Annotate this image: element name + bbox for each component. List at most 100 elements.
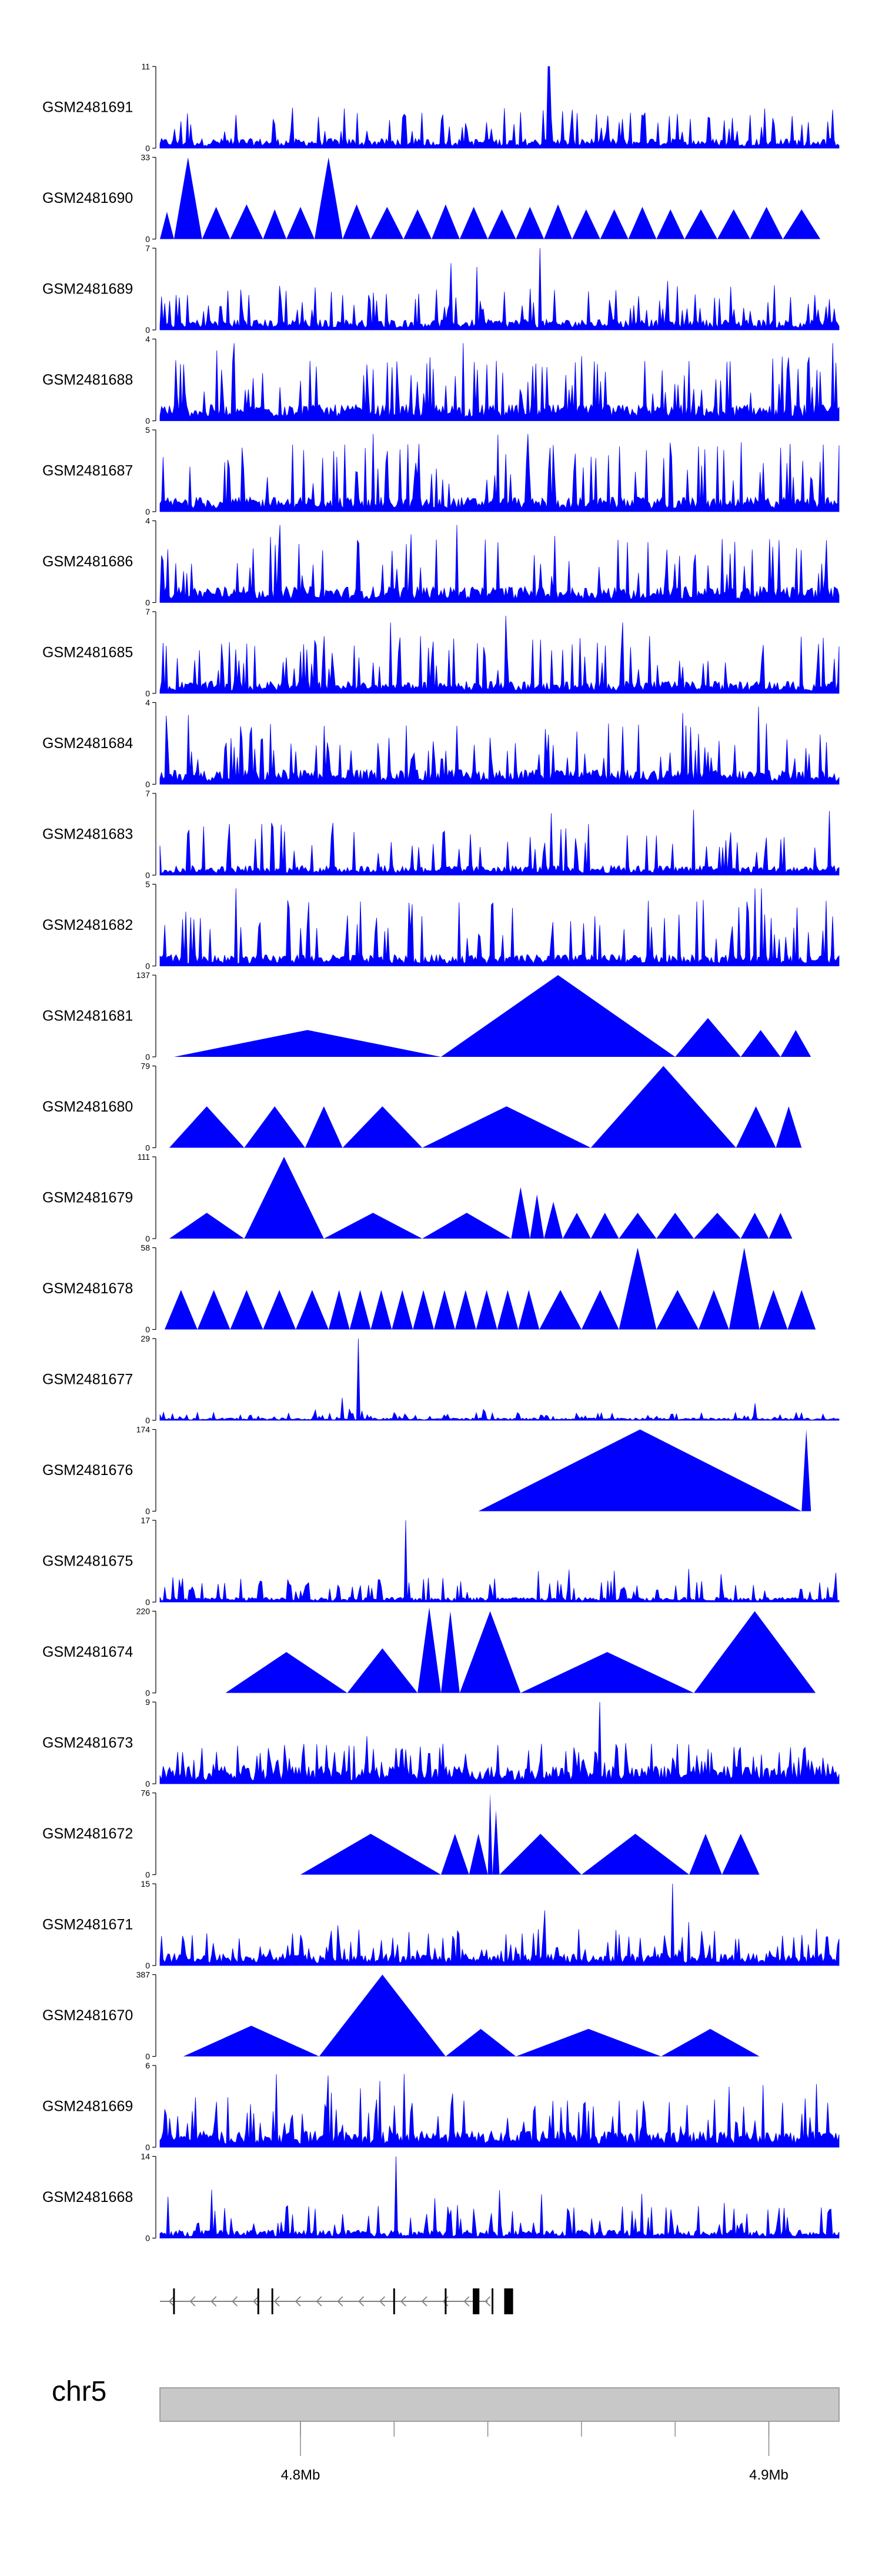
coverage-peak [518,1290,540,1330]
coverage-area [159,615,840,694]
coverage-peak [787,1290,816,1330]
track-GSM2481681: GSM2481681 137 0 [42,970,811,1062]
coverage-peak [628,206,657,239]
y-axis-zero-label: 0 [145,1143,150,1153]
track-GSM2481679: GSM2481679 111 0 [42,1152,793,1243]
gene-exon [492,2288,494,2314]
track-GSM2481682: GSM2481682 5 0 [42,880,840,971]
chromosome-band [159,2387,840,2422]
coverage-peak [300,1834,441,1875]
y-axis-max-label: 4 [145,698,150,708]
coverage-peak [783,209,821,239]
track-GSM2481685: GSM2481685 7 0 [42,607,840,698]
coverage-area [159,888,840,966]
y-axis-max-label: 137 [136,970,151,980]
y-axis-max-label: 11 [141,62,150,71]
y-axis-zero-label: 0 [145,1870,150,1880]
track-label: GSM2481688 [42,372,133,388]
y-axis-max-label: 9 [145,1697,150,1707]
gene-exon-wide [504,2288,513,2314]
y-axis-zero-label: 0 [145,507,150,516]
coverage-peak [413,1290,434,1330]
track-label: GSM2481691 [42,99,133,116]
coverage-peak [619,1213,657,1239]
coverage-peak [225,1652,348,1693]
coverage-area [159,525,840,603]
coverage-peak [319,1974,446,2057]
strand-arrow [295,2296,301,2307]
coverage-peak [689,1834,722,1875]
track-GSM2481670: GSM2481670 387 0 [42,1970,760,2061]
coverage-peak [729,1247,760,1330]
coverage-peak [499,1834,582,1875]
y-axis-max-label: 76 [141,1788,150,1798]
y-axis-zero-label: 0 [145,416,150,426]
coverage-peak [349,1290,371,1330]
coverage-peak [244,1106,305,1148]
strand-arrow [421,2296,427,2307]
coverage-peak [656,1290,699,1330]
y-axis-max-label: 387 [136,1970,151,1980]
track-label: GSM2481685 [42,645,133,661]
track-label: GSM2481678 [42,1280,133,1297]
coverage-peak [197,1290,230,1330]
y-axis-zero-label: 0 [145,2234,150,2243]
coverage-peak [530,1194,544,1239]
y-axis-max-label: 220 [136,1607,151,1616]
coverage-peak [440,1834,469,1875]
gene-exon [445,2288,447,2314]
strand-arrow [316,2296,322,2307]
track-GSM2481686: GSM2481686 4 0 [42,516,840,608]
coverage-peak [459,1611,521,1693]
track-GSM2481671: GSM2481671 15 0 [42,1879,840,1970]
y-axis-zero-label: 0 [145,870,150,880]
y-axis-zero-label: 0 [145,1689,150,1698]
coverage-peak [581,1290,619,1330]
y-axis-zero-label: 0 [145,780,150,789]
coverage-tracks: GSM2481691110GSM2481690330GSM248168970GS… [42,62,840,2243]
coverage-area [159,248,840,331]
y-axis-max-label: 33 [141,153,150,162]
track-label: GSM2481684 [42,735,133,752]
track-label: GSM2481669 [42,2098,133,2115]
coverage-area [159,1883,840,1966]
coverage-peak [296,1290,329,1330]
y-axis-max-label: 15 [141,1879,150,1888]
y-axis-max-label: 58 [141,1243,150,1253]
chromosome-label: chr5 [52,2376,106,2407]
strand-arrow [337,2296,343,2307]
coverage-area [159,1338,840,1421]
coverage-peak [370,1290,392,1330]
coverage-peak [323,1213,423,1239]
coverage-peak [600,209,629,239]
coverage-peak [619,1247,657,1330]
strand-arrow [168,2296,175,2307]
coverage-peak [432,204,460,239]
y-axis-zero-label: 0 [145,962,150,971]
y-axis-zero-label: 0 [145,598,150,608]
y-axis-max-label: 7 [145,243,150,253]
coverage-peak [314,157,343,239]
coverage-peak [440,975,676,1057]
coverage-peak [347,1648,418,1693]
y-axis-zero-label: 0 [145,1325,150,1334]
strand-arrow [211,2296,217,2307]
gene-exon [257,2288,259,2314]
track-GSM2481675: GSM2481675 17 0 [42,1516,840,1607]
coverage-peak [433,1290,455,1330]
track-GSM2481672: GSM2481672 76 0 [42,1788,760,1880]
coverage-peak [417,1607,441,1693]
coverage-peak [736,1106,776,1148]
y-axis-zero-label: 0 [145,144,150,153]
coverage-peak [392,1290,413,1330]
y-axis-zero-label: 0 [145,1052,150,1062]
coverage-peak [476,1290,497,1330]
coverage-peak [422,1106,591,1148]
strand-arrow [358,2296,365,2307]
coverage-peak [544,204,572,239]
coverage-peak [721,1834,760,1875]
track-GSM2481689: GSM2481689 7 0 [42,243,840,335]
track-label: GSM2481671 [42,1917,133,1933]
coverage-peak [801,1429,811,1511]
coverage-peak [478,1429,802,1511]
